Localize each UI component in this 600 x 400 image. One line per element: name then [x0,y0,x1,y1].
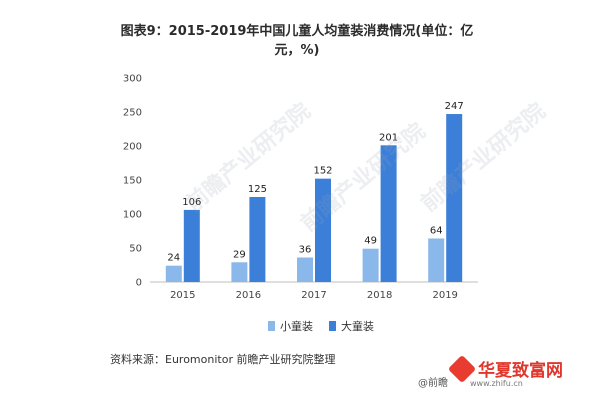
bar-large [315,178,331,282]
data-label-small: 24 [167,253,180,264]
legend-item-large: 大童装 [329,318,374,334]
bar-large [183,209,200,282]
data-label-large: 152 [313,166,332,177]
x-tick-label: 2015 [170,290,195,301]
data-label-small: 64 [430,225,443,236]
y-tick-label: 300 [123,74,142,85]
y-tick-label: 100 [123,210,142,221]
legend-item-small: 小童装 [268,318,313,334]
bar-small [297,257,313,282]
data-label-large: 106 [182,197,201,208]
chart-title: 图表9：2015-2019年中国儿童人均童装消费情况(单位：亿元，%) [120,24,474,58]
x-axis: 2015 2016 2017 2018 2019 [150,281,478,301]
watermark-prefix: @前瞻 [418,378,448,389]
data-label-small: 29 [233,249,246,260]
data-label-small: 36 [299,245,312,256]
data-label-large: 247 [445,101,464,112]
watermark-brand: 华夏致富网 [478,361,563,381]
y-tick-label: 50 [129,244,142,255]
legend-swatch-small [268,321,275,331]
x-tick-label: 2016 [236,290,261,301]
watermark-url: www.zhifu.cn [470,379,523,388]
bar-small [428,238,445,282]
bar-group: 24 106 29 125 36 152 49 201 64 247 [165,101,464,282]
y-tick-label: 200 [123,142,142,153]
y-tick-label: 0 [136,278,142,289]
legend: 小童装 大童装 [268,318,374,334]
y-axis: 0 50 100 150 200 250 300 [123,74,142,289]
source-note: 资料来源：Euromonitor 前瞻产业研究院整理 [110,353,336,366]
y-tick-label: 150 [123,176,142,187]
watermark-logo: 华夏致富网 [447,354,563,383]
data-label-small: 49 [364,236,377,247]
legend-label-large: 大童装 [341,320,374,333]
legend-swatch-large [329,321,336,331]
bar-large [249,197,266,282]
bar-small [362,248,379,282]
legend-label-small: 小童装 [280,320,313,333]
bar-large [380,145,397,282]
data-label-large: 201 [379,132,398,143]
x-tick-label: 2018 [367,290,392,301]
bar-large [446,114,463,282]
data-label-large: 125 [248,184,267,195]
bar-small [165,265,182,282]
bar-small [231,262,248,282]
y-tick-label: 250 [123,108,142,119]
x-tick-label: 2017 [301,290,326,301]
x-tick-label: 2019 [432,290,457,301]
